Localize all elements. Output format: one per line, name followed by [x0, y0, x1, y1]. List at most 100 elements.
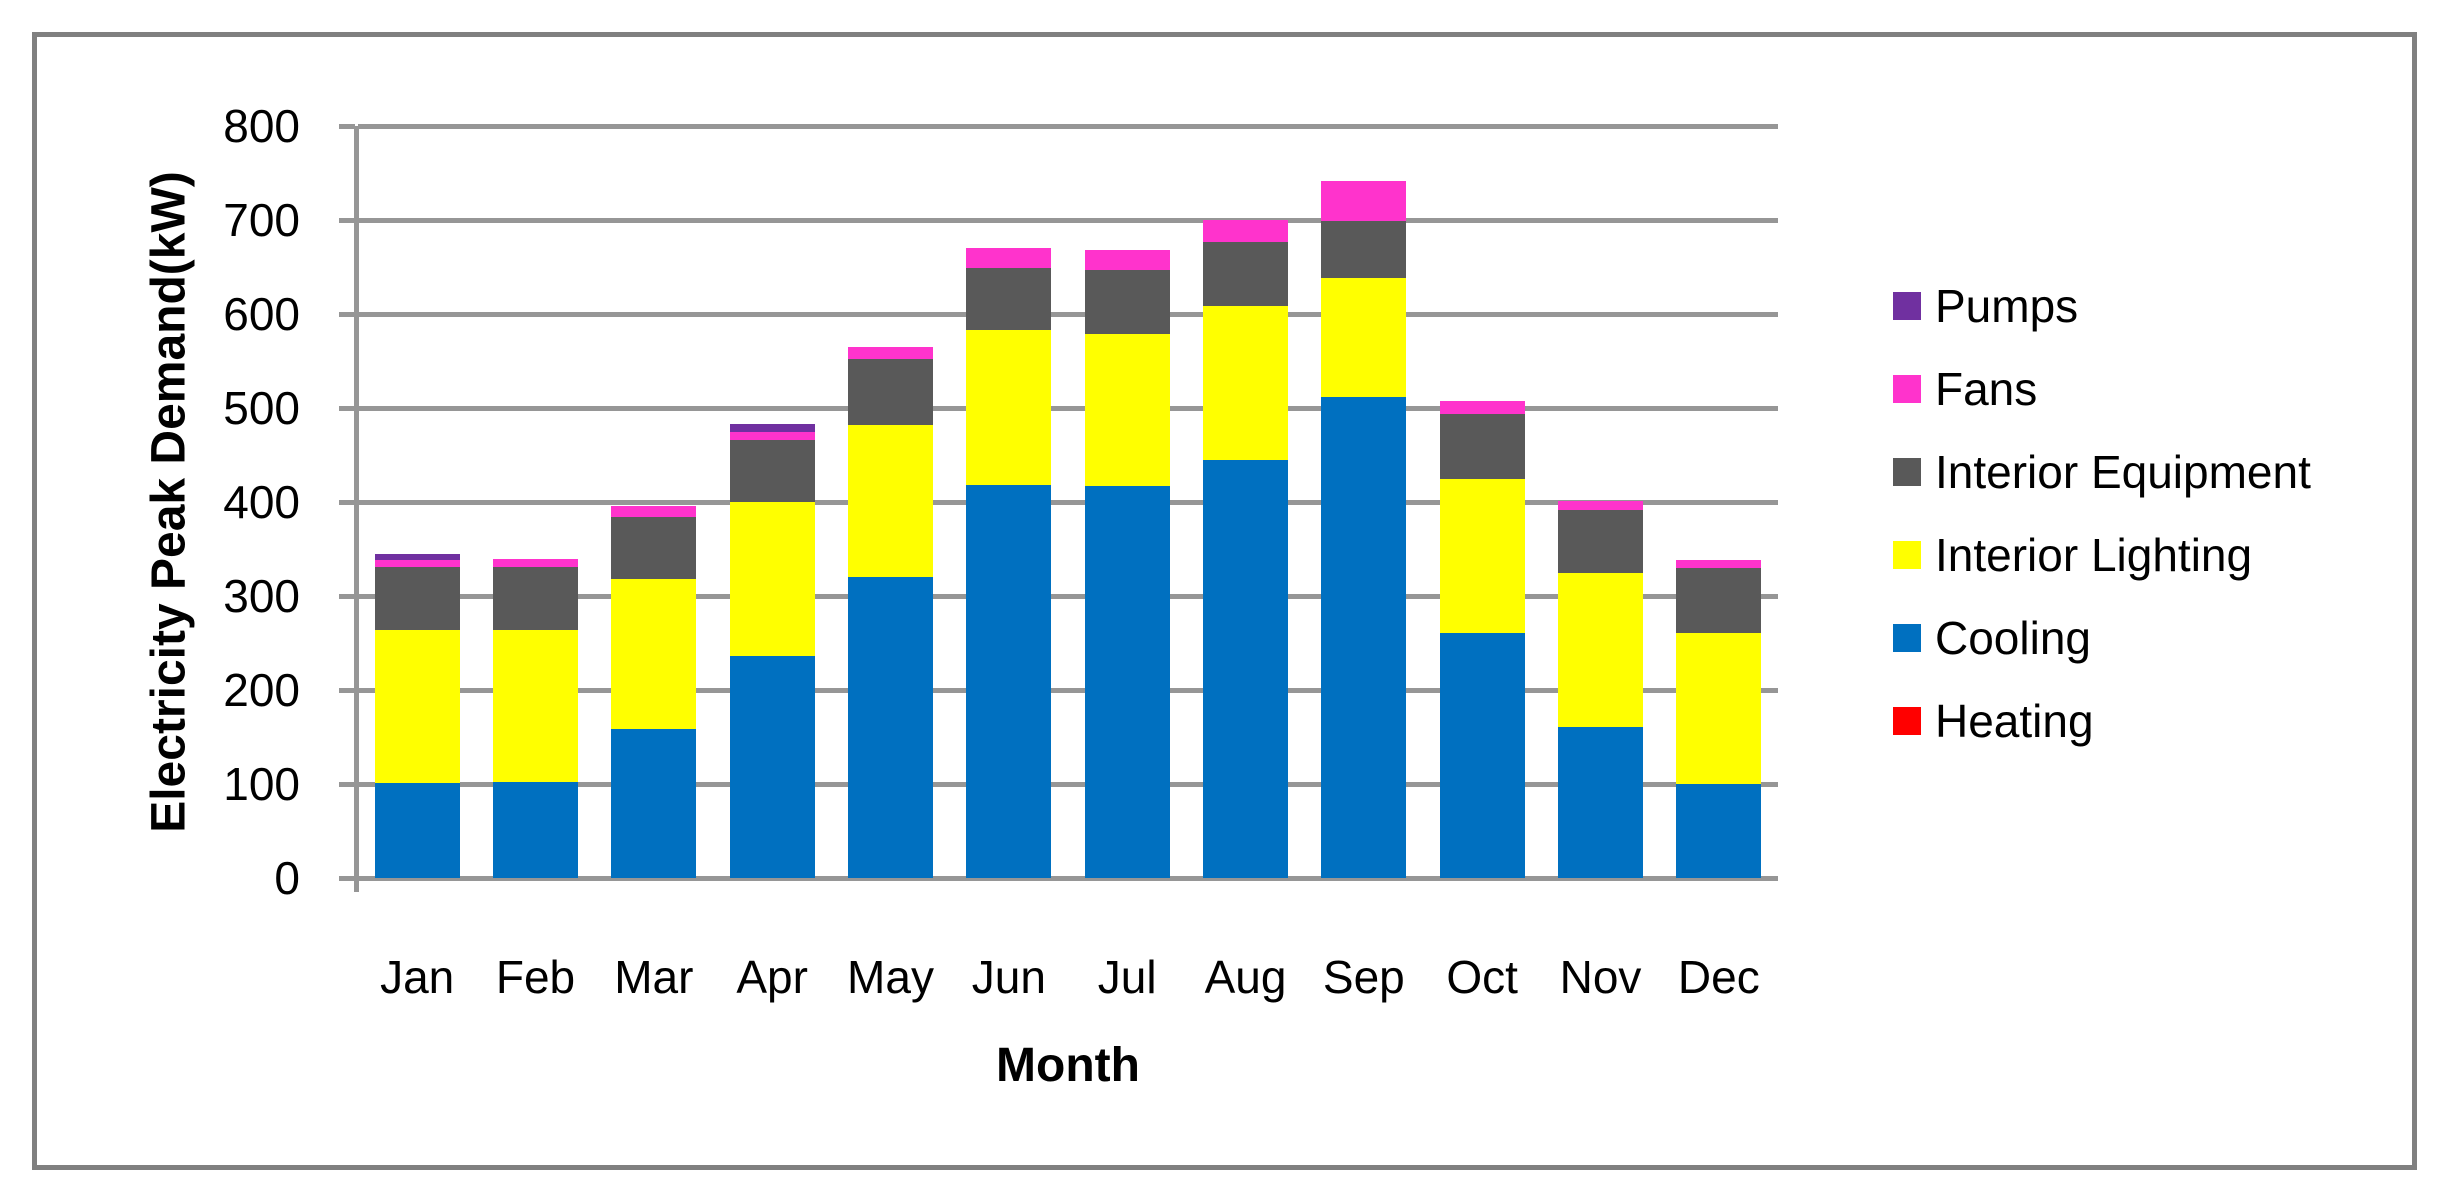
bar-segment-sep-fans	[1321, 180, 1407, 221]
gridline-700	[358, 218, 1778, 223]
bar-segment-may-cooling	[847, 577, 933, 878]
bar-stack-aug	[1202, 220, 1288, 878]
bar-stack-feb	[492, 559, 578, 878]
y-tick-label: 500	[223, 382, 300, 434]
bar-slot-oct	[1423, 126, 1541, 878]
y-tick-label: 600	[223, 288, 300, 340]
gridline-300	[358, 594, 1778, 599]
x-tick-label-feb: Feb	[495, 951, 576, 1003]
gridline-400	[358, 500, 1778, 505]
bar-segment-may-interior-lighting	[847, 424, 933, 578]
bars-layer	[358, 126, 1778, 878]
gridline-100	[358, 782, 1778, 787]
legend-swatch-icon	[1893, 623, 1921, 652]
y-tick-mark	[339, 594, 355, 599]
x-axis-line	[354, 876, 1778, 881]
bar-stack-oct	[1439, 401, 1525, 878]
bar-slot-jan	[358, 126, 476, 878]
gridline-600	[358, 312, 1778, 317]
bar-slot-jul	[1068, 126, 1186, 878]
y-tick-mark	[339, 406, 355, 411]
bar-segment-sep-interior-equipment	[1321, 220, 1407, 279]
bar-stack-dec	[1676, 560, 1762, 878]
bar-segment-jun-interior-equipment	[966, 267, 1052, 330]
legend-item-interior-lighting: Interior Lighting	[1893, 513, 2311, 596]
x-tick-label-dec: Dec	[1677, 951, 1760, 1003]
bar-segment-sep-interior-lighting	[1321, 278, 1407, 397]
bar-segment-dec-interior-equipment	[1676, 567, 1762, 633]
legend-swatch-icon	[1893, 706, 1921, 735]
bar-segment-feb-interior-equipment	[492, 566, 578, 630]
legend-label: Fans	[1935, 362, 2038, 415]
bar-segment-apr-interior-lighting	[729, 502, 815, 657]
bar-segment-mar-interior-equipment	[611, 517, 697, 580]
x-tick-label-sep: Sep	[1322, 951, 1405, 1003]
bar-segment-may-interior-equipment	[847, 359, 933, 425]
bar-stack-apr	[729, 424, 815, 878]
bar-slot-nov	[1541, 126, 1659, 878]
bar-segment-jun-fans	[966, 248, 1052, 268]
bar-segment-dec-cooling	[1676, 784, 1762, 878]
bar-stack-jun	[966, 248, 1052, 878]
bar-slot-dec	[1660, 126, 1778, 878]
legend-item-heating: Heating	[1893, 679, 2311, 762]
bar-segment-feb-cooling	[492, 782, 578, 878]
y-tick-label: 700	[223, 194, 300, 246]
legend-label: Interior Equipment	[1935, 445, 2311, 498]
bar-segment-mar-interior-lighting	[611, 579, 697, 730]
bar-stack-nov	[1557, 501, 1643, 878]
y-tick-label: 400	[223, 476, 300, 528]
bar-segment-mar-cooling	[611, 729, 697, 878]
bar-segment-nov-interior-equipment	[1557, 509, 1643, 573]
bar-segment-feb-interior-lighting	[492, 629, 578, 783]
bar-stack-jul	[1084, 250, 1170, 878]
bar-slot-aug	[1186, 126, 1304, 878]
y-tick-mark	[339, 124, 355, 129]
bar-stack-sep	[1321, 180, 1407, 878]
bar-segment-apr-cooling	[729, 656, 815, 878]
legend-item-interior-equipment: Interior Equipment	[1893, 430, 2311, 513]
x-tick-label-nov: Nov	[1559, 951, 1642, 1003]
legend: Pumps Fans Interior Equipment Interior Ligh…	[1893, 264, 2311, 762]
bar-segment-dec-fans	[1676, 560, 1762, 568]
legend-item-pumps: Pumps	[1893, 264, 2311, 347]
bar-segment-oct-cooling	[1439, 632, 1525, 878]
bar-segment-jul-cooling	[1084, 486, 1170, 878]
bar-segment-mar-fans	[611, 505, 697, 518]
bar-segment-jun-cooling	[966, 485, 1052, 878]
y-tick-label: 100	[223, 758, 300, 810]
bar-segment-jan-pumps	[374, 553, 460, 561]
bar-segment-jul-fans	[1084, 250, 1170, 270]
bar-segment-aug-interior-equipment	[1202, 241, 1288, 307]
gridline-800	[358, 124, 1778, 129]
legend-swatch-icon	[1893, 457, 1921, 486]
bar-stack-may	[847, 346, 933, 878]
bar-segment-nov-interior-lighting	[1557, 572, 1643, 727]
legend-swatch-icon	[1893, 374, 1921, 403]
bar-segment-feb-fans	[492, 559, 578, 567]
bar-slot-may	[831, 126, 949, 878]
y-axis-line	[354, 126, 359, 892]
y-tick-mark	[339, 218, 355, 223]
legend-label: Pumps	[1935, 279, 2079, 332]
gridline-500	[358, 406, 1778, 411]
bar-slot-feb	[476, 126, 594, 878]
bar-segment-apr-interior-equipment	[729, 439, 815, 503]
legend-label: Interior Lighting	[1935, 528, 2253, 581]
bar-stack-mar	[611, 505, 697, 878]
x-tick-label-apr: Apr	[736, 951, 808, 1003]
legend-swatch-icon	[1893, 540, 1921, 569]
bar-stack-jan	[374, 553, 460, 878]
bar-segment-jan-interior-equipment	[374, 566, 460, 630]
y-tick-mark	[339, 782, 355, 787]
legend-swatch-icon	[1893, 291, 1921, 320]
y-tick-label: 0	[274, 852, 300, 904]
legend-label: Cooling	[1935, 611, 2091, 664]
y-tick-mark	[339, 500, 355, 505]
bar-segment-aug-interior-lighting	[1202, 306, 1288, 460]
bar-segment-nov-fans	[1557, 501, 1643, 510]
bar-slot-mar	[595, 126, 713, 878]
bar-segment-oct-interior-equipment	[1439, 413, 1525, 479]
y-tick-label: 300	[223, 570, 300, 622]
